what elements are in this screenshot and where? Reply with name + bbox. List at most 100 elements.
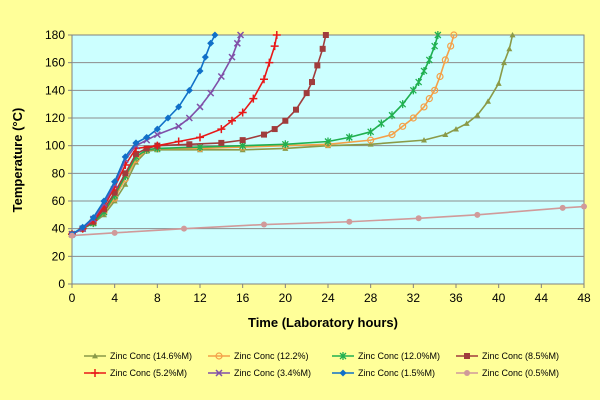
y-tick-label: 20: [52, 249, 66, 263]
data-point: [143, 145, 150, 152]
x-axis-title: Time (Laboratory hours): [248, 315, 398, 330]
data-point: [388, 111, 396, 120]
y-tick-label: 100: [45, 139, 65, 153]
legend-entry: Zinc Conc (5.2%M): [84, 368, 187, 378]
x-tick-label: 40: [492, 291, 506, 305]
data-point: [207, 89, 215, 97]
data-point: [474, 211, 481, 218]
data-point: [265, 58, 274, 67]
data-point: [442, 131, 449, 137]
data-point: [122, 181, 129, 187]
data-point: [228, 116, 236, 125]
data-point: [122, 170, 129, 177]
x-tick-label: 20: [279, 291, 293, 305]
series-7: [68, 31, 219, 238]
data-point: [133, 150, 139, 157]
data-point: [415, 215, 422, 222]
data-point: [211, 31, 219, 39]
data-point: [388, 131, 396, 139]
data-point: [153, 141, 162, 150]
legend-swatch-marker: [464, 370, 470, 376]
legend-entry: Zinc Conc (1.5%M): [332, 368, 435, 378]
data-point: [436, 72, 444, 81]
y-tick-label: 60: [52, 194, 66, 208]
data-point: [281, 140, 289, 149]
x-tick-label: 24: [321, 291, 335, 305]
data-point: [409, 86, 417, 95]
data-point: [239, 137, 246, 144]
data-point: [431, 42, 439, 51]
data-point: [111, 189, 118, 196]
data-point: [207, 39, 215, 47]
data-point: [282, 117, 289, 124]
plot-area: [71, 34, 585, 285]
data-point: [415, 78, 423, 87]
data-point: [196, 67, 204, 75]
data-point: [501, 59, 507, 66]
data-point: [367, 127, 375, 136]
data-point: [261, 221, 267, 228]
data-point: [228, 53, 236, 61]
data-point: [111, 229, 118, 236]
data-point: [271, 126, 278, 133]
data-point: [559, 204, 566, 211]
data-point: [153, 131, 161, 139]
data-point: [249, 94, 258, 103]
data-point: [238, 108, 247, 117]
data-point: [270, 42, 279, 51]
y-tick-label: 120: [45, 111, 65, 125]
data-point: [175, 122, 183, 130]
y-tick-label: 180: [45, 28, 65, 42]
data-point: [409, 114, 417, 122]
data-point: [218, 139, 225, 146]
data-point: [324, 137, 332, 146]
x-tick-label: 4: [111, 291, 118, 305]
data-point: [175, 103, 183, 111]
legend-label: Zinc Conc (0.5%M): [482, 368, 559, 378]
data-point: [367, 141, 374, 147]
data-point: [420, 66, 428, 75]
legend-label: Zinc Conc (3.4%M): [234, 368, 311, 378]
data-point: [434, 31, 442, 39]
legend-label: Zinc Conc (14.6%M): [110, 351, 192, 361]
y-tick-label: 0: [58, 277, 65, 291]
legend-label: Zinc Conc (8.5%M): [482, 351, 559, 361]
data-point: [217, 72, 225, 81]
legend-label: Zinc Conc (12.2%): [234, 351, 309, 361]
legend-swatch-marker: [339, 369, 347, 377]
data-point: [186, 141, 193, 148]
data-point: [100, 197, 108, 205]
legend-label: Zinc Conc (5.2%M): [110, 368, 187, 378]
data-point: [196, 133, 204, 142]
x-tick-label: 16: [236, 291, 250, 305]
data-point: [463, 120, 470, 126]
legend-entry: Zinc Conc (3.4%M): [208, 368, 311, 378]
data-point: [346, 218, 353, 225]
x-tick-label: 0: [69, 291, 76, 305]
y-axis-title: Temperature (°C): [10, 108, 25, 213]
legend-swatch-marker: [92, 353, 98, 359]
x-tick-label: 32: [407, 291, 421, 305]
legend-label: Zinc Conc (1.5%M): [358, 368, 435, 378]
x-tick-label: 36: [449, 291, 463, 305]
data-point: [345, 133, 353, 142]
data-point: [174, 137, 183, 146]
data-point: [319, 45, 326, 52]
data-point: [367, 136, 375, 144]
x-tick-label: 48: [577, 291, 591, 305]
data-point: [237, 31, 245, 39]
data-point: [143, 133, 151, 141]
data-point: [132, 139, 140, 147]
series-line: [71, 34, 439, 235]
data-point: [314, 62, 321, 69]
legend-entry: Zinc Conc (8.5%M): [456, 351, 559, 361]
series-8: [69, 203, 587, 239]
x-tick-label: 8: [154, 291, 161, 305]
legend-entry: Zinc Conc (12.0%M): [332, 351, 440, 361]
data-point: [431, 86, 439, 94]
data-point: [79, 223, 87, 231]
data-point: [153, 125, 161, 133]
data-point: [260, 75, 268, 84]
series-layer: [68, 31, 587, 239]
